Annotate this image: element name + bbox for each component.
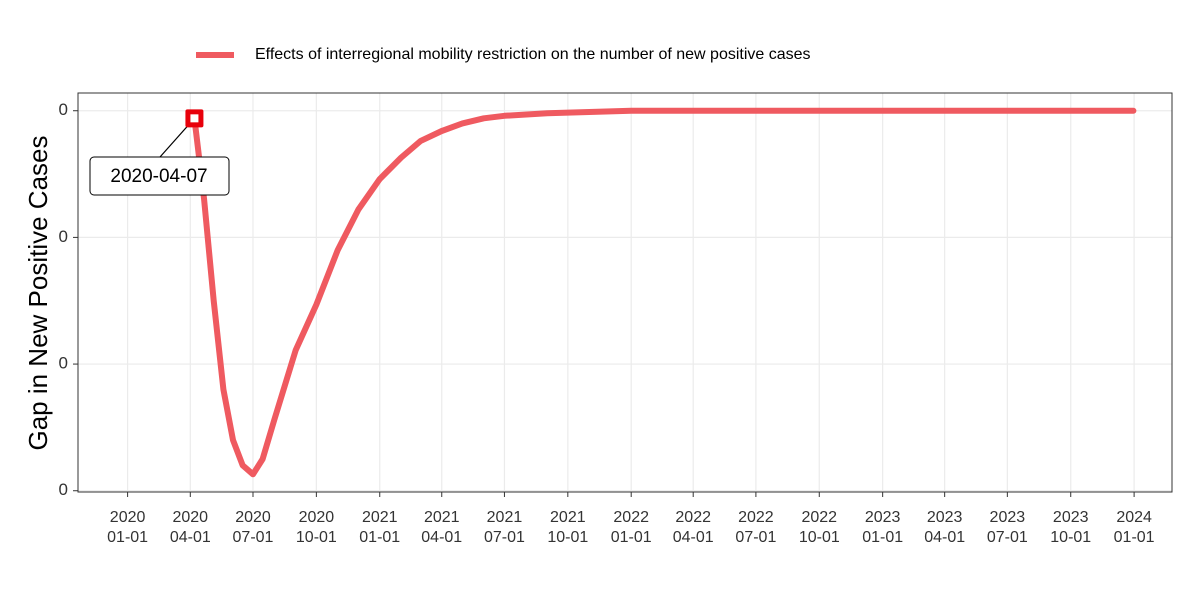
x-tick-label: 2021 — [362, 509, 398, 526]
x-tick-label: 04-01 — [673, 529, 714, 546]
y-tick-label: 0 — [59, 227, 68, 246]
x-tick-label: 2020 — [110, 509, 146, 526]
x-tick-label: 2021 — [550, 509, 586, 526]
x-tick-label: 2020 — [172, 509, 208, 526]
x-tick-label: 2020 — [235, 509, 271, 526]
x-tick-label: 2023 — [927, 509, 963, 526]
legend-label: Effects of interregional mobility restri… — [255, 46, 811, 63]
x-tick-label: 07-01 — [484, 529, 525, 546]
x-tick-label: 10-01 — [296, 529, 337, 546]
annotation-marker-inner — [190, 114, 199, 123]
x-tick-label: 2022 — [613, 509, 649, 526]
x-tick-label: 01-01 — [359, 529, 400, 546]
plot-border — [77, 92, 1173, 493]
x-tick-label: 01-01 — [611, 529, 652, 546]
y-tick-label: 0 — [59, 100, 68, 119]
annotation-label: 2020-04-07 — [110, 166, 207, 187]
x-tick-label: 07-01 — [987, 529, 1028, 546]
x-tick-label: 10-01 — [547, 529, 588, 546]
x-tick-label: 07-01 — [233, 529, 274, 546]
x-tick-label: 04-01 — [421, 529, 462, 546]
x-tick-label: 2023 — [990, 509, 1026, 526]
x-tick-label: 2021 — [424, 509, 460, 526]
annotation-box — [89, 156, 230, 196]
x-tick-label: 2024 — [1116, 509, 1152, 526]
x-tick-label: 2023 — [1053, 509, 1089, 526]
x-tick-label: 2022 — [801, 509, 837, 526]
x-tick-label: 10-01 — [799, 529, 840, 546]
x-tick-label: 2021 — [487, 509, 523, 526]
x-tick-label: 10-01 — [1050, 529, 1091, 546]
x-tick-label: 04-01 — [170, 529, 211, 546]
y-tick-label: 0 — [59, 480, 68, 499]
x-tick-label: 01-01 — [1114, 529, 1155, 546]
y-axis-title: Gap in New Positive Cases — [23, 135, 53, 450]
x-tick-label: 2022 — [675, 509, 711, 526]
x-tick-label: 04-01 — [924, 529, 965, 546]
x-tick-label: 2022 — [738, 509, 774, 526]
x-tick-label: 2023 — [865, 509, 901, 526]
x-tick-label: 01-01 — [862, 529, 903, 546]
y-tick-label: 0 — [59, 354, 68, 373]
x-tick-label: 07-01 — [735, 529, 776, 546]
x-tick-label: 01-01 — [107, 529, 148, 546]
x-tick-label: 2020 — [299, 509, 335, 526]
line — [191, 107, 1137, 478]
